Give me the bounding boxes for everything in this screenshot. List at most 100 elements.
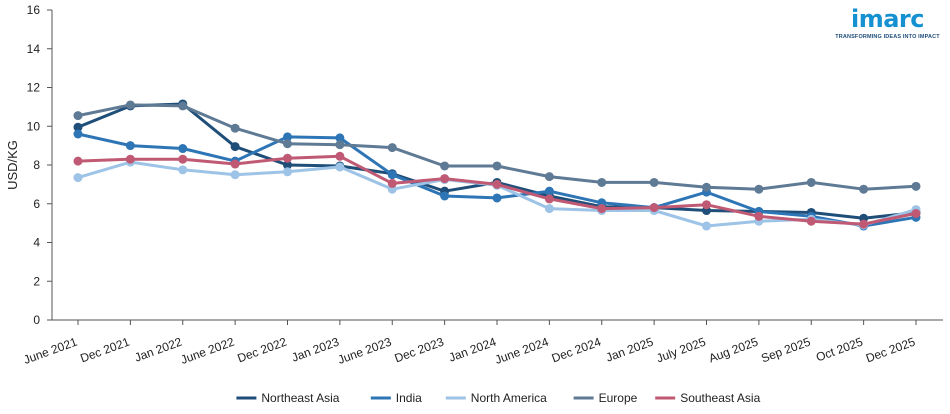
data-point[interactable] [492,193,502,203]
data-point[interactable] [387,178,397,188]
data-point[interactable] [125,154,135,164]
data-point[interactable] [230,142,240,152]
data-point[interactable] [230,159,240,169]
data-point[interactable] [283,160,292,170]
data-point[interactable] [544,186,554,196]
logo-tagline: TRANSFORMING IDEAS INTO IMPACT [835,34,940,40]
data-point[interactable] [178,165,188,175]
data-point[interactable] [597,204,607,214]
x-tick-label: Aug 2025 [707,335,760,366]
y-axis-title: USD/KG [5,140,20,190]
x-tick-label: June 2023 [336,335,394,367]
data-point[interactable] [754,184,764,194]
series-southeast-asia [73,151,921,229]
data-point[interactable] [178,144,188,154]
data-point[interactable] [544,172,554,182]
data-point[interactable] [859,219,869,229]
data-point[interactable] [335,140,345,150]
data-point[interactable] [702,221,711,231]
x-tick-label: Dec 2022 [235,335,288,366]
x-tick-label: Oct 2025 [814,335,865,365]
legend-item-india[interactable]: India [370,391,422,405]
x-tick-label: Dec 2025 [864,335,917,366]
x-tick-label: June 2024 [493,335,551,367]
data-point[interactable] [387,170,397,180]
data-point[interactable] [283,167,292,177]
data-point[interactable] [649,203,659,213]
data-point[interactable] [335,133,345,143]
data-point[interactable] [335,151,345,161]
x-tick-label: Jan 2024 [447,335,498,365]
data-point[interactable] [544,194,554,204]
x-tick-label: Dec 2024 [550,335,603,366]
legend[interactable]: Northeast Asia India North America Europe So… [236,391,761,405]
y-tick-label: 6 [33,197,40,211]
x-tick-label: July 2025 [654,335,707,366]
data-point[interactable] [230,170,240,180]
data-point[interactable] [492,161,502,171]
data-point[interactable] [73,156,83,166]
legend-label: Europe [599,391,638,405]
data-point[interactable] [125,141,135,151]
data-point[interactable] [597,177,607,187]
data-point[interactable] [387,143,397,153]
legend-label: Northeast Asia [261,391,339,405]
data-point[interactable] [73,111,83,121]
data-point[interactable] [73,122,83,132]
data-point[interactable] [283,132,292,142]
data-point[interactable] [178,101,188,111]
series-layer [73,99,921,231]
data-point[interactable] [230,123,240,133]
data-point[interactable] [702,182,711,192]
legend-label: North America [471,391,547,405]
legend-item-southeast-asia[interactable]: Southeast Asia [655,391,761,405]
data-point[interactable] [806,177,816,187]
legend-label: Southeast Asia [680,391,760,405]
legend-item-europe[interactable]: Europe [573,391,638,405]
data-point[interactable] [178,154,188,164]
x-tick-label: Dec 2023 [393,335,446,366]
data-point[interactable] [283,139,292,149]
legend-item-northeast-asia[interactable]: Northeast Asia [236,391,340,405]
y-tick-label: 10 [27,119,41,133]
data-point[interactable] [335,162,345,172]
y-tick-label: 0 [33,313,40,327]
y-tick-label: 14 [27,42,41,56]
x-tick-label: Jan 2025 [604,335,655,365]
y-tick-label: 2 [33,274,40,288]
data-point[interactable] [125,100,135,110]
data-point[interactable] [649,177,659,187]
logo-wordmark: imarc [851,5,925,33]
data-point[interactable] [440,191,450,201]
x-tick-label: Sep 2025 [759,335,812,366]
x-tick-label: Jan 2022 [133,335,184,365]
data-point[interactable] [73,129,83,139]
y-tick-label: 8 [33,158,40,172]
data-point[interactable] [440,174,450,184]
data-point[interactable] [283,153,292,163]
x-tick-label: Dec 2021 [78,335,131,366]
legend-label: India [396,391,422,405]
data-point[interactable] [859,184,869,194]
data-point[interactable] [73,173,83,183]
x-tick-label: June 2021 [22,335,80,367]
y-axis: 0 2 4 6 8 10 12 14 16 [27,3,53,327]
y-tick-label: 4 [33,236,40,250]
data-point[interactable] [911,208,921,218]
data-point[interactable] [754,211,764,221]
x-tick-label: Jan 2023 [290,335,341,365]
series-line [76,103,918,191]
data-point[interactable] [806,216,816,226]
data-point[interactable] [492,179,502,189]
y-tick-label: 12 [27,81,41,95]
imarc-logo: imarc TRANSFORMING IDEAS INTO IMPACT [835,4,940,41]
data-point[interactable] [911,181,921,191]
legend-item-north-america[interactable]: North America [445,391,547,405]
data-point[interactable] [702,200,711,210]
series-europe [73,100,921,194]
data-point[interactable] [440,161,450,171]
y-tick-label: 16 [27,3,41,17]
data-point[interactable] [544,204,554,214]
